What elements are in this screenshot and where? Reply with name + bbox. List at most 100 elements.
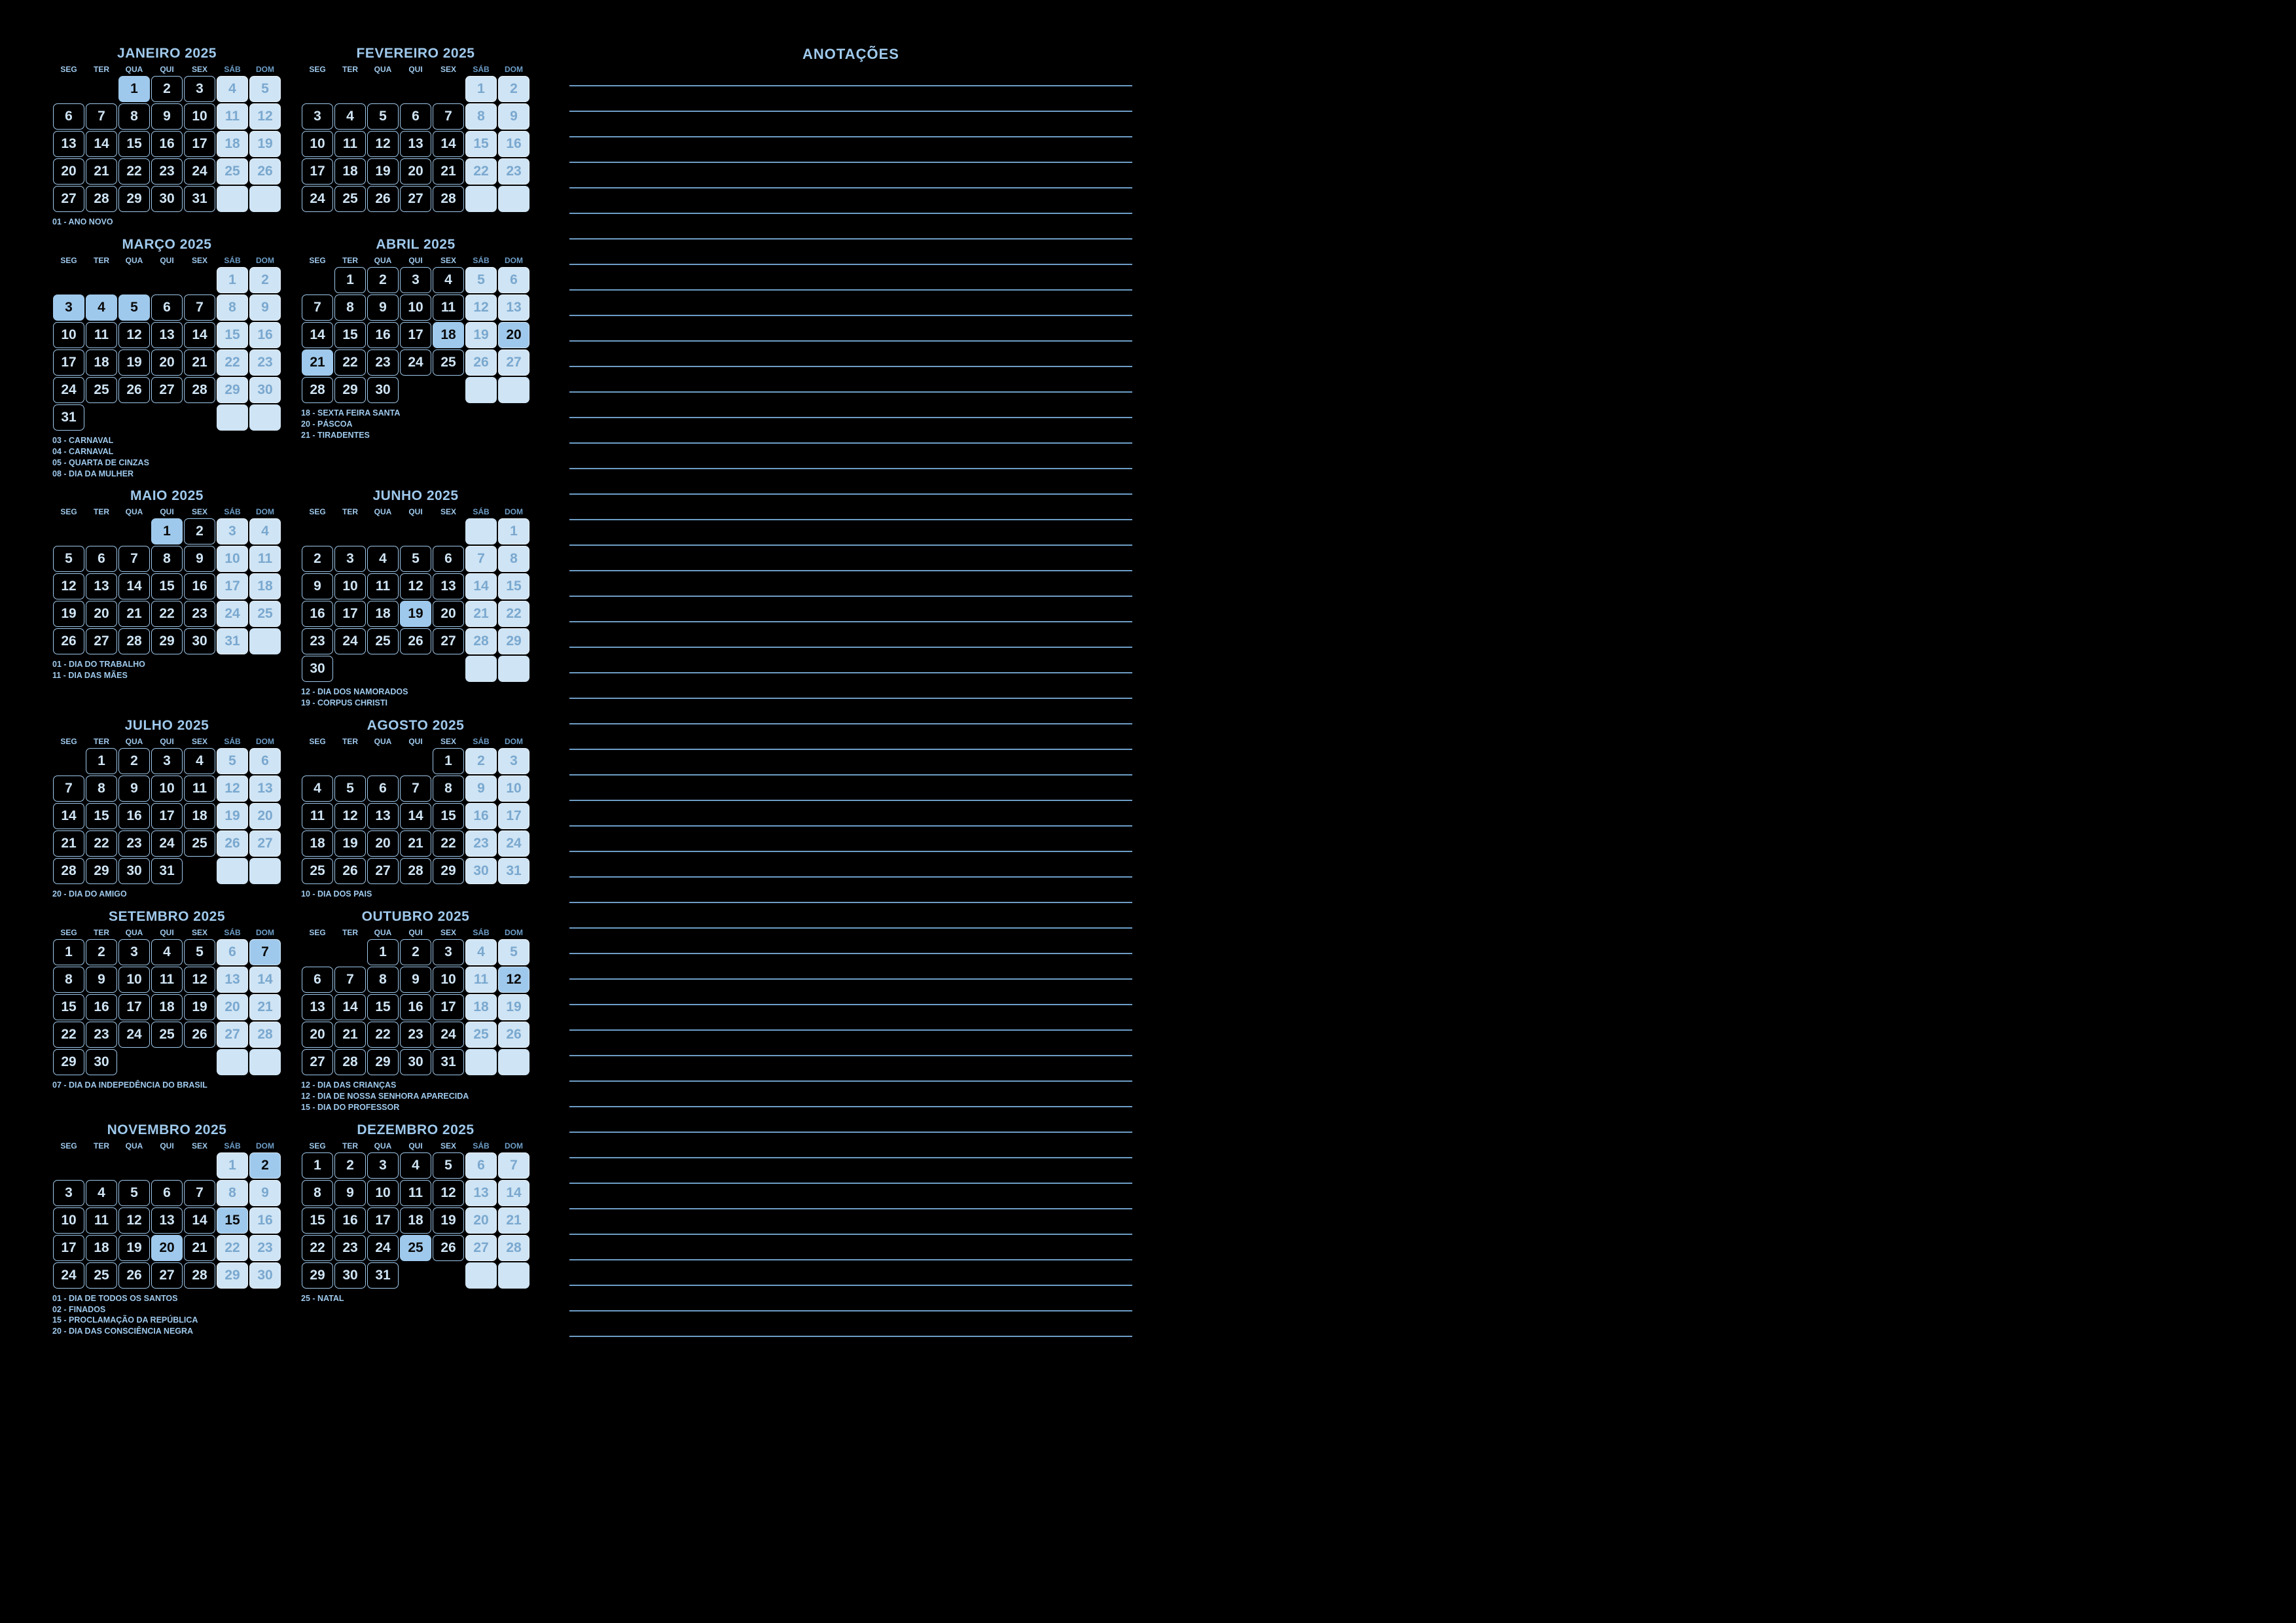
footer-line: 01 - DIA DE TODOS OS SANTOS <box>52 1293 281 1304</box>
month-footer: 01 - ANO NOVO <box>52 217 281 228</box>
day-cell: 1 <box>217 267 248 293</box>
weekday-label: QUA <box>367 927 399 938</box>
day-cell: 16 <box>498 131 529 157</box>
day-cell: 18 <box>86 1235 117 1261</box>
day-cell: 12 <box>465 294 497 321</box>
day-cell: 29 <box>86 858 117 884</box>
day-cell: 6 <box>217 939 248 965</box>
day-cell: 18 <box>151 994 183 1020</box>
weekday-label: SEX <box>183 1140 216 1152</box>
day-cell: 2 <box>86 939 117 965</box>
empty-cell <box>465 518 497 544</box>
day-cell: 6 <box>151 1180 183 1206</box>
day-cell: 25 <box>465 1022 497 1048</box>
day-cell: 18 <box>367 601 399 627</box>
day-cell: 1 <box>302 1152 333 1179</box>
day-cell: 25 <box>86 377 117 403</box>
weekday-label: SÁB <box>216 63 249 75</box>
day-cell: 4 <box>367 546 399 572</box>
day-cell: 2 <box>367 267 399 293</box>
note-line <box>569 519 1132 520</box>
weekday-label: QUI <box>151 506 183 518</box>
weekday-label: TER <box>334 506 367 518</box>
weekday-label: SÁB <box>216 927 249 938</box>
empty-cell <box>183 404 216 430</box>
day-cell: 17 <box>151 803 183 829</box>
day-cell: 25 <box>367 628 399 654</box>
empty-cell <box>301 938 334 965</box>
month-footer: 18 - SEXTA FEIRA SANTA20 - PÁSCOA21 - TI… <box>301 408 530 441</box>
day-cell: 21 <box>249 994 281 1020</box>
footer-line: 05 - QUARTA DE CINZAS <box>52 457 281 469</box>
weekday-label: SEX <box>183 927 216 938</box>
day-cell: 8 <box>498 546 529 572</box>
day-cell: 22 <box>151 601 183 627</box>
empty-cell <box>498 656 529 682</box>
day-cell: 16 <box>465 803 497 829</box>
weekday-label: SÁB <box>465 927 497 938</box>
day-cell: 23 <box>86 1022 117 1048</box>
day-cell: 24 <box>184 158 215 185</box>
day-cell: 26 <box>498 1022 529 1048</box>
empty-cell <box>217 404 248 431</box>
day-cell: 14 <box>465 573 497 599</box>
day-cell: 20 <box>151 1235 183 1261</box>
note-line <box>569 698 1132 699</box>
day-cell: 15 <box>367 994 399 1020</box>
empty-cell <box>498 377 529 403</box>
weekday-label: TER <box>85 736 118 747</box>
weekday-label: QUA <box>118 63 151 75</box>
weekday-label: QUA <box>367 63 399 75</box>
note-line <box>569 1234 1132 1235</box>
day-cell: 20 <box>465 1207 497 1234</box>
day-cell: 17 <box>184 131 215 157</box>
day-cell: 17 <box>217 573 248 599</box>
day-cell: 12 <box>334 803 366 829</box>
day-cell: 27 <box>86 628 117 654</box>
note-line <box>569 391 1132 393</box>
day-cell: 2 <box>151 76 183 102</box>
note-line <box>569 800 1132 801</box>
month-block: SETEMBRO 2025SEGTERQUAQUISEXSÁBDOM123456… <box>52 909 281 1113</box>
footer-line: 11 - DIA DAS MÃES <box>52 670 281 681</box>
day-cell: 24 <box>53 1262 84 1289</box>
empty-cell <box>367 747 399 774</box>
empty-cell <box>85 518 118 544</box>
day-cell: 13 <box>86 573 117 599</box>
weekday-label: DOM <box>249 506 281 518</box>
day-cell: 20 <box>433 601 464 627</box>
day-cell: 12 <box>53 573 84 599</box>
weekday-label: SÁB <box>465 1140 497 1152</box>
empty-cell <box>249 628 281 654</box>
day-cell: 11 <box>86 1207 117 1234</box>
note-line <box>569 902 1132 903</box>
weekday-label: SÁB <box>216 255 249 266</box>
month-footer: 20 - DIA DO AMIGO <box>52 889 281 900</box>
day-cell: 12 <box>400 573 431 599</box>
day-cell: 31 <box>217 628 248 654</box>
day-cell: 7 <box>334 967 366 993</box>
weekday-label: DOM <box>249 1140 281 1152</box>
footer-line: 18 - SEXTA FEIRA SANTA <box>301 408 530 419</box>
day-cell: 13 <box>498 294 529 321</box>
day-cell: 9 <box>249 294 281 321</box>
weekday-label: QUA <box>367 255 399 266</box>
note-line <box>569 1259 1132 1260</box>
day-cell: 23 <box>249 1235 281 1261</box>
day-cell: 8 <box>465 103 497 130</box>
empty-cell <box>118 1048 151 1075</box>
day-cell: 31 <box>433 1049 464 1075</box>
day-cell: 6 <box>249 748 281 774</box>
day-cell: 9 <box>302 573 333 599</box>
day-cell: 24 <box>151 830 183 857</box>
days-grid: 1234567891011121314151617181920212223242… <box>301 1152 530 1289</box>
weekday-label: QUI <box>151 255 183 266</box>
day-cell: 23 <box>302 628 333 654</box>
empty-cell <box>118 518 151 544</box>
day-cell: 27 <box>498 349 529 376</box>
day-cell: 19 <box>334 830 366 857</box>
day-cell: 26 <box>400 628 431 654</box>
note-line <box>569 1106 1132 1107</box>
weekday-row: SEGTERQUAQUISEXSÁBDOM <box>301 927 530 938</box>
day-cell: 22 <box>367 1022 399 1048</box>
